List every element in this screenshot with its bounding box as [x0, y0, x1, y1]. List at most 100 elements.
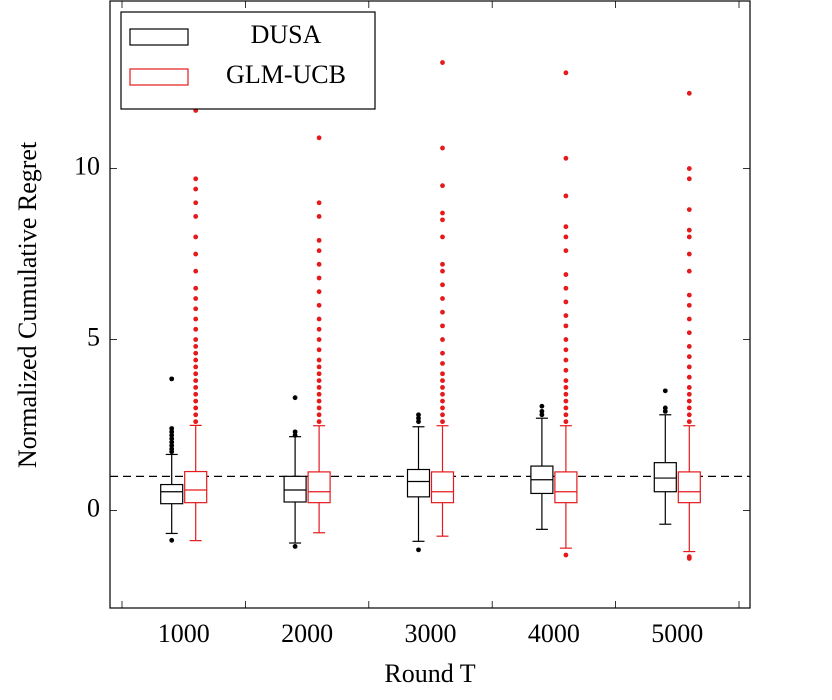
- outlier: [193, 285, 199, 291]
- outlier: [440, 145, 445, 151]
- outlier: [193, 306, 199, 312]
- outlier: [563, 248, 569, 254]
- outlier: [686, 207, 692, 213]
- outlier: [193, 350, 199, 356]
- outlier: [440, 261, 445, 267]
- outlier: [563, 378, 569, 383]
- outlier: [563, 412, 569, 418]
- outlier: [563, 313, 569, 319]
- outlier: [563, 419, 569, 425]
- outlier: [686, 176, 692, 182]
- outlier: [169, 537, 175, 543]
- outlier: [316, 398, 322, 404]
- outlier: [563, 367, 569, 373]
- outlier: [440, 412, 445, 418]
- outlier: [416, 415, 421, 421]
- outlier: [316, 378, 322, 383]
- outlier: [539, 412, 545, 418]
- outlier: [440, 183, 445, 189]
- outlier: [686, 268, 692, 274]
- outlier: [316, 391, 322, 397]
- outlier: [686, 385, 692, 390]
- outlier: [169, 376, 175, 382]
- outlier: [686, 90, 692, 96]
- outlier: [193, 419, 199, 425]
- outlier: [193, 391, 199, 397]
- y-tick-label: 10: [74, 152, 100, 181]
- box: [677, 471, 701, 504]
- outlier: [440, 217, 445, 223]
- box: [653, 462, 677, 493]
- outlier: [316, 237, 322, 243]
- x-tick-label: 3000: [405, 619, 457, 648]
- outlier: [686, 412, 692, 418]
- outlier: [316, 347, 322, 353]
- x-tick-label: 5000: [651, 619, 703, 648]
- outlier: [316, 337, 322, 342]
- outlier: [440, 385, 445, 390]
- outlier: [193, 385, 199, 390]
- outlier: [440, 378, 445, 383]
- outlier: [686, 302, 692, 308]
- outlier: [169, 432, 175, 438]
- outlier: [193, 234, 199, 240]
- outlier: [563, 193, 569, 199]
- outlier: [316, 302, 322, 308]
- x-axis-label: Round T: [384, 659, 475, 688]
- outlier: [539, 408, 545, 414]
- outlier: [169, 436, 175, 442]
- outlier: [440, 371, 445, 377]
- outlier: [193, 176, 199, 182]
- outlier: [193, 214, 199, 219]
- outlier: [292, 544, 298, 549]
- outlier: [193, 343, 199, 349]
- outlier: [440, 268, 445, 274]
- legend-label: DUSA: [251, 20, 322, 49]
- outlier: [292, 395, 298, 401]
- outlier: [193, 326, 199, 332]
- outlier: [316, 316, 322, 322]
- outlier: [440, 337, 445, 342]
- outlier: [539, 403, 545, 409]
- outlier: [169, 429, 175, 435]
- outlier: [686, 316, 692, 322]
- outlier: [686, 419, 692, 425]
- outlier: [440, 419, 445, 425]
- outlier: [686, 374, 692, 380]
- outlier: [316, 248, 322, 254]
- outlier: [662, 388, 668, 394]
- outlier: [686, 251, 692, 257]
- outlier: [193, 337, 199, 342]
- outlier: [169, 446, 175, 452]
- outlier: [440, 210, 445, 216]
- outlier: [563, 323, 569, 329]
- outlier: [686, 234, 692, 240]
- outlier: [440, 309, 445, 315]
- y-tick-label: 5: [87, 323, 100, 352]
- outlier: [292, 432, 298, 438]
- plot-frame: [109, 0, 751, 609]
- outlier: [440, 398, 445, 404]
- outlier: [193, 412, 199, 418]
- outlier: [563, 285, 569, 291]
- outlier: [316, 214, 322, 219]
- outlier: [169, 439, 175, 445]
- outlier: [316, 357, 322, 363]
- outlier: [440, 323, 445, 329]
- outlier: [193, 398, 199, 404]
- outlier: [440, 296, 445, 301]
- outlier: [440, 234, 445, 240]
- outlier: [686, 330, 692, 336]
- outlier: [686, 354, 692, 360]
- outlier: [563, 391, 569, 397]
- outlier: [563, 234, 569, 240]
- outlier: [316, 289, 322, 295]
- outlier: [316, 275, 322, 281]
- outlier: [316, 371, 322, 377]
- outlier: [316, 135, 322, 141]
- box: [307, 471, 331, 504]
- outlier: [193, 316, 199, 322]
- x-tick-label: 2000: [281, 619, 333, 648]
